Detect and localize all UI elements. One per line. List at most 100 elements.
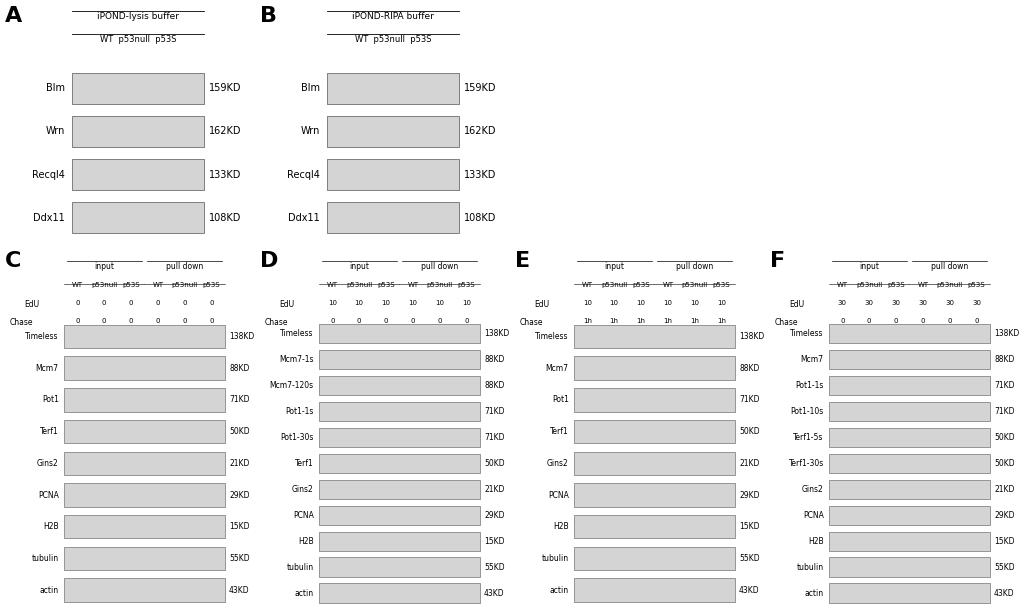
Text: Terf1-30s: Terf1-30s (788, 459, 823, 468)
Text: 0: 0 (209, 300, 214, 306)
Text: actin: actin (804, 588, 823, 598)
Text: Mcm7: Mcm7 (36, 364, 59, 373)
Text: Chase: Chase (265, 318, 288, 327)
Text: 88KD: 88KD (484, 381, 504, 390)
Text: Pot1: Pot1 (551, 395, 569, 404)
Text: Mcm7: Mcm7 (800, 355, 823, 364)
Text: 55KD: 55KD (994, 562, 1014, 571)
Text: Blm: Blm (301, 83, 320, 93)
Text: Pot1-10s: Pot1-10s (790, 407, 823, 416)
Text: PCNA: PCNA (292, 511, 314, 520)
Text: EdU: EdU (278, 300, 293, 309)
Text: 71KD: 71KD (739, 395, 759, 404)
Text: Pot1-30s: Pot1-30s (280, 433, 314, 442)
Text: pull down: pull down (421, 262, 458, 271)
Text: 133KD: 133KD (209, 170, 242, 179)
Text: 0: 0 (464, 318, 469, 324)
Text: 0: 0 (102, 300, 106, 306)
FancyBboxPatch shape (319, 505, 480, 525)
Text: 30: 30 (971, 300, 980, 306)
Text: 43KD: 43KD (484, 588, 504, 598)
FancyBboxPatch shape (574, 451, 735, 475)
Text: E: E (515, 251, 530, 271)
Text: Wrn: Wrn (46, 127, 65, 136)
Text: pull down: pull down (166, 262, 203, 271)
FancyBboxPatch shape (574, 578, 735, 602)
Text: p53null: p53null (855, 282, 881, 288)
Text: 21KD: 21KD (229, 459, 250, 468)
Text: p53null: p53null (935, 282, 962, 288)
FancyBboxPatch shape (828, 454, 989, 473)
Text: 0: 0 (182, 318, 186, 324)
Text: 0: 0 (866, 318, 870, 324)
Text: 10: 10 (609, 300, 618, 306)
FancyBboxPatch shape (574, 356, 735, 380)
Text: pull down: pull down (676, 262, 712, 271)
Text: 71KD: 71KD (484, 407, 504, 416)
Text: Timeless: Timeless (280, 329, 314, 338)
Text: 88KD: 88KD (994, 355, 1014, 364)
Text: 15KD: 15KD (994, 537, 1014, 545)
FancyBboxPatch shape (327, 202, 459, 233)
Text: p53S: p53S (458, 282, 475, 288)
FancyBboxPatch shape (828, 505, 989, 525)
Text: 108KD: 108KD (209, 213, 242, 223)
Text: tubulin: tubulin (32, 554, 59, 563)
FancyBboxPatch shape (574, 420, 735, 444)
FancyBboxPatch shape (828, 324, 989, 343)
Text: p53null: p53null (426, 282, 452, 288)
Text: 10: 10 (381, 300, 390, 306)
Text: Mcm7-1s: Mcm7-1s (279, 355, 314, 364)
Text: p53S: p53S (122, 282, 140, 288)
Text: p53null: p53null (345, 282, 372, 288)
Text: 0: 0 (209, 318, 214, 324)
Text: p53S: p53S (712, 282, 730, 288)
Text: 88KD: 88KD (739, 364, 759, 373)
Text: 50KD: 50KD (229, 427, 250, 436)
Text: 10: 10 (636, 300, 645, 306)
Text: 43KD: 43KD (994, 588, 1014, 598)
Text: H2B: H2B (43, 522, 59, 531)
Text: 21KD: 21KD (739, 459, 759, 468)
Text: WT: WT (71, 282, 83, 288)
Text: 55KD: 55KD (739, 554, 759, 563)
FancyBboxPatch shape (319, 480, 480, 499)
Text: p53S: p53S (967, 282, 984, 288)
Text: Pot1-1s: Pot1-1s (795, 381, 823, 390)
FancyBboxPatch shape (72, 73, 204, 104)
Text: A: A (5, 6, 22, 26)
Text: input: input (348, 262, 369, 271)
Text: Wrn: Wrn (301, 127, 320, 136)
FancyBboxPatch shape (574, 325, 735, 348)
Text: Gins2: Gins2 (291, 485, 314, 494)
Text: 0: 0 (383, 318, 388, 324)
Text: 0: 0 (411, 318, 415, 324)
Text: Gins2: Gins2 (801, 485, 823, 494)
FancyBboxPatch shape (319, 402, 480, 421)
FancyBboxPatch shape (64, 356, 225, 380)
Text: 138KD: 138KD (994, 329, 1018, 338)
FancyBboxPatch shape (72, 202, 204, 233)
FancyBboxPatch shape (828, 584, 989, 602)
FancyBboxPatch shape (327, 73, 459, 104)
Text: 15KD: 15KD (229, 522, 250, 531)
Text: actin: actin (40, 585, 59, 594)
Text: tubulin: tubulin (286, 562, 314, 571)
Text: 0: 0 (947, 318, 951, 324)
Text: 29KD: 29KD (739, 490, 759, 499)
Text: 1h: 1h (716, 318, 726, 324)
Text: 1h: 1h (690, 318, 699, 324)
Text: 1h: 1h (636, 318, 645, 324)
Text: p53S: p53S (887, 282, 904, 288)
Text: Gins2: Gins2 (546, 459, 569, 468)
Text: PCNA: PCNA (802, 511, 823, 520)
FancyBboxPatch shape (828, 402, 989, 421)
Text: EdU: EdU (23, 300, 39, 309)
Text: 0: 0 (357, 318, 361, 324)
Text: 29KD: 29KD (229, 490, 250, 499)
Text: 0: 0 (128, 300, 133, 306)
Text: 0: 0 (840, 318, 844, 324)
Text: 1h: 1h (609, 318, 618, 324)
Text: 10: 10 (582, 300, 591, 306)
Text: Mcm7-120s: Mcm7-120s (269, 381, 314, 390)
